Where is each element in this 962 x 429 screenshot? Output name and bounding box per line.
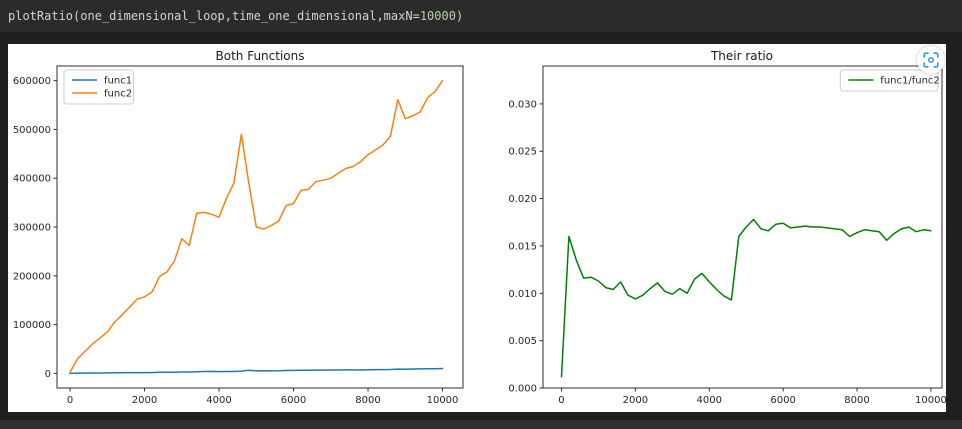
code-text: plotRatio(one_dimensional_loop,time_one_… bbox=[8, 9, 420, 23]
y-axis-tick-label: 500000 bbox=[13, 125, 51, 136]
y-axis-tick-label: 0.005 bbox=[508, 336, 537, 347]
right-chart-title: Their ratio bbox=[710, 49, 773, 63]
x-axis-tick-label: 10000 bbox=[915, 395, 946, 406]
next-cell-separator bbox=[0, 419, 962, 429]
y-axis-tick-label: 0.030 bbox=[508, 99, 537, 110]
legend-label: func1/func2 bbox=[880, 75, 939, 86]
x-axis-tick-label: 4000 bbox=[697, 395, 722, 406]
x-axis-tick-label: 2000 bbox=[623, 395, 648, 406]
code-text-close-paren: ) bbox=[455, 9, 464, 23]
x-axis-tick-label: 2000 bbox=[132, 395, 157, 406]
x-axis-tick-label: 10000 bbox=[427, 395, 459, 406]
expand-output-icon bbox=[923, 52, 939, 68]
y-axis-tick-label: 0.000 bbox=[508, 384, 537, 395]
x-axis-tick-label: 4000 bbox=[206, 395, 231, 406]
code-number-literal: 10000 bbox=[419, 9, 456, 23]
x-axis-tick-label: 6000 bbox=[770, 395, 795, 406]
y-axis-tick-label: 600000 bbox=[13, 76, 51, 87]
legend-box bbox=[839, 69, 939, 92]
y-axis-tick-label: 100000 bbox=[13, 320, 51, 331]
legend-label: func1 bbox=[104, 75, 132, 86]
y-axis-tick-label: 400000 bbox=[13, 174, 51, 185]
series-line-func2 bbox=[69, 79, 444, 374]
y-axis-tick-label: 0 bbox=[45, 369, 51, 380]
axes-frame bbox=[56, 65, 464, 389]
legend-box bbox=[63, 69, 134, 105]
y-axis-tick-label: 200000 bbox=[13, 271, 51, 282]
x-axis-tick-label: 6000 bbox=[281, 395, 306, 406]
y-axis-tick-label: 0.010 bbox=[508, 289, 537, 300]
charts-canvas: Both Functions Their ratio 0 2000 4000 6000… bbox=[13, 49, 946, 406]
y-axis-tick-label: 0.020 bbox=[508, 194, 537, 205]
x-axis-tick-label: 8000 bbox=[355, 395, 380, 406]
expand-output-button[interactable] bbox=[917, 46, 945, 74]
series-line-func1-func2 bbox=[560, 218, 932, 378]
code-cell-line[interactable]: plotRatio(one_dimensional_loop,time_one_… bbox=[0, 0, 962, 32]
x-axis-tick-label: 0 bbox=[558, 395, 564, 406]
axes-frame bbox=[542, 65, 943, 389]
x-axis-tick-label: 8000 bbox=[844, 395, 869, 406]
x-axis-tick-label: 0 bbox=[67, 395, 73, 406]
series-line-func1 bbox=[69, 367, 444, 375]
y-axis-tick-label: 0.015 bbox=[508, 241, 537, 252]
y-axis-tick-label: 0.025 bbox=[508, 147, 537, 158]
left-chart-title: Both Functions bbox=[216, 49, 305, 63]
matplotlib-figure-output: Both Functions Their ratio 0 2000 4000 6000… bbox=[8, 44, 946, 412]
legend-label: func2 bbox=[104, 88, 132, 99]
y-axis-tick-label: 300000 bbox=[13, 223, 51, 234]
